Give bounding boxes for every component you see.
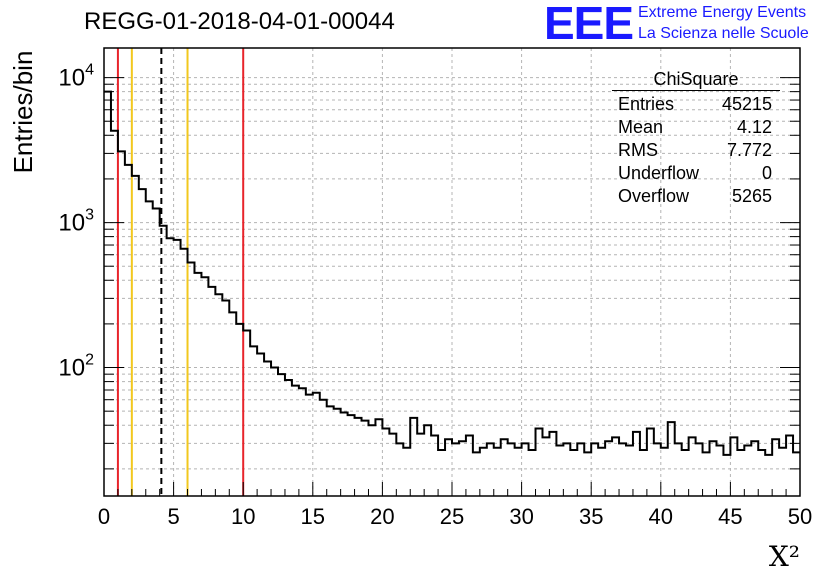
- logo-mark: EEE: [544, 0, 634, 49]
- stats-label: Mean: [618, 117, 664, 137]
- x-tick-label: 25: [440, 504, 464, 529]
- stats-label: RMS: [618, 140, 658, 160]
- stats-row-underflow: Underflow 0: [612, 162, 780, 185]
- stats-label: Entries: [618, 94, 675, 114]
- stats-row-rms: RMS 7.772: [612, 139, 780, 162]
- stats-value: 5265: [731, 186, 772, 206]
- x-tick-label: 20: [370, 504, 394, 529]
- x-axis-title: X²: [769, 540, 800, 572]
- stats-value: 45215: [721, 94, 772, 114]
- y-tick-labels: 102 103 104: [58, 62, 94, 382]
- stats-value: 0: [761, 163, 772, 183]
- histogram-series: [104, 90, 800, 456]
- x-tick-label: 0: [98, 504, 110, 529]
- x-tick-label: 10: [231, 504, 255, 529]
- stats-box-title: ChiSquare: [612, 68, 780, 91]
- logo-line-2: La Scienza nelle Scuole: [638, 25, 809, 42]
- stats-box: ChiSquare Entries 45215 Mean 4.12 RMS 7.…: [612, 68, 780, 208]
- stats-label: Overflow: [618, 186, 690, 206]
- reference-lines: [116, 48, 245, 496]
- stats-row-entries: Entries 45215: [612, 93, 780, 116]
- x-tick-label: 40: [649, 504, 673, 529]
- stats-value: 4.12: [736, 117, 772, 137]
- y-axis-title: Entries/bin: [8, 51, 38, 174]
- x-tick-labels: 0 5 10 15 20 25 30 35 40 45 50: [98, 504, 812, 529]
- logo-line-1: Extreme Energy Events: [638, 4, 807, 21]
- x-tick-label: 35: [579, 504, 603, 529]
- y-tick-label: 102: [58, 352, 94, 382]
- x-tick-label: 30: [509, 504, 533, 529]
- x-tick-label: 15: [301, 504, 325, 529]
- axis-ticks: [103, 77, 801, 496]
- run-title: REGG-01-2018-04-01-00044: [84, 8, 395, 35]
- eee-logo: EEE Extreme Energy Events La Scienza nel…: [544, 0, 834, 49]
- x-tick-label: 50: [788, 504, 812, 529]
- x-tick-label: 5: [167, 504, 179, 529]
- y-tick-label: 104: [58, 62, 94, 92]
- stats-row-mean: Mean 4.12: [612, 116, 780, 139]
- stats-value: 7.772: [726, 140, 772, 160]
- grid-lines: [104, 48, 800, 496]
- x-tick-label: 45: [718, 504, 742, 529]
- stats-row-overflow: Overflow 5265: [612, 185, 780, 208]
- stats-label: Underflow: [618, 163, 700, 183]
- y-tick-label: 103: [58, 207, 94, 237]
